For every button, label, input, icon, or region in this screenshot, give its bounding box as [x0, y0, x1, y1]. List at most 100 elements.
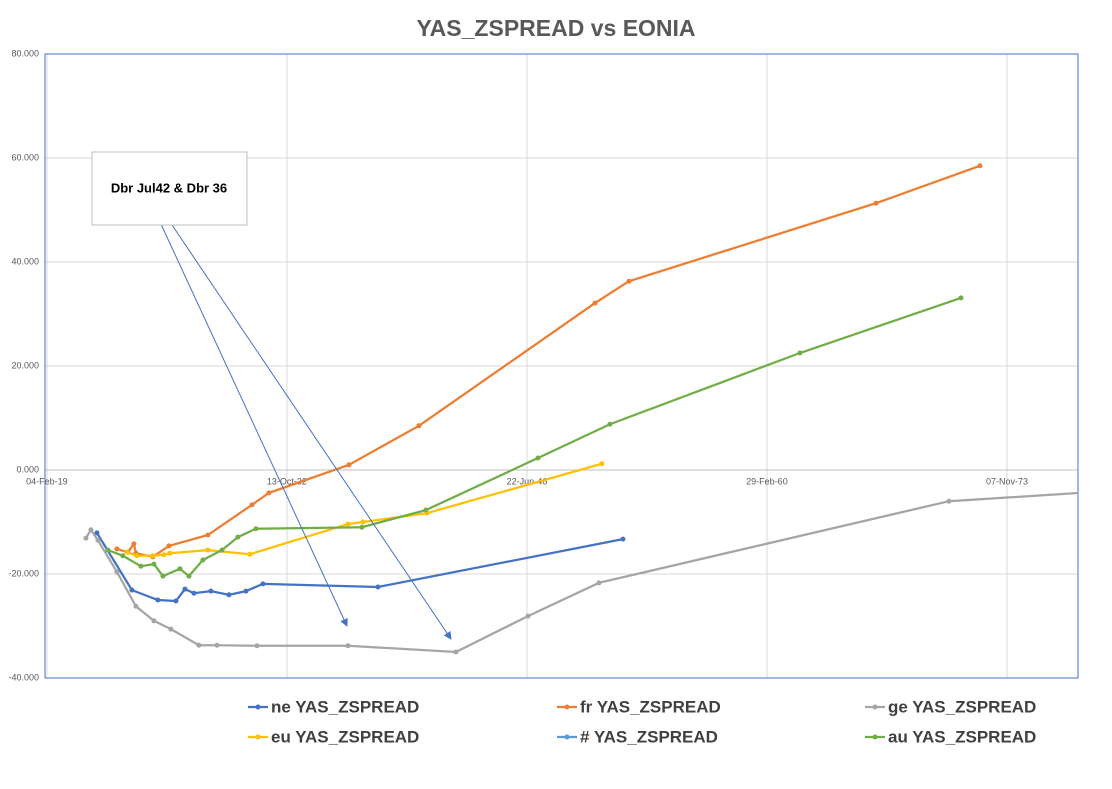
x-tick-label: 29-Feb-60 [746, 476, 788, 486]
point [375, 584, 381, 590]
y-tick-label: 20.000 [11, 360, 39, 370]
point [83, 535, 89, 541]
point [416, 423, 422, 429]
point [131, 541, 137, 547]
point [88, 527, 94, 533]
point [535, 455, 541, 461]
x-tick-label: 22-Jun-46 [507, 476, 548, 486]
point [423, 507, 429, 513]
y-tick-label: 40.000 [11, 256, 39, 266]
legend-marker [564, 704, 570, 710]
y-tick-label: 60.000 [11, 152, 39, 162]
point [345, 521, 351, 527]
legend-label: eu YAS_ZSPREAD [271, 727, 419, 746]
point [138, 563, 144, 569]
point [592, 300, 598, 306]
point [977, 163, 983, 169]
y-tick-label: -20.000 [8, 568, 39, 578]
point [200, 557, 206, 563]
y-tick-label: 0.000 [16, 464, 39, 474]
point [196, 642, 202, 648]
x-tick-label: 04-Feb-19 [26, 476, 68, 486]
point [346, 462, 352, 468]
point [1077, 491, 1078, 495]
series-line [84, 491, 1078, 654]
arrow [169, 221, 452, 640]
point [186, 573, 192, 579]
point [168, 626, 174, 632]
point [205, 547, 211, 553]
point [345, 643, 351, 649]
point [946, 498, 952, 504]
point [243, 588, 249, 594]
point [266, 490, 272, 496]
point [124, 549, 130, 555]
point [166, 543, 172, 549]
point [873, 200, 879, 206]
legend-marker [255, 704, 261, 710]
point [133, 603, 139, 609]
point [958, 295, 964, 301]
point [134, 553, 140, 559]
point [607, 421, 613, 427]
point [219, 547, 225, 553]
point [208, 588, 214, 594]
point [525, 613, 531, 619]
point [191, 590, 197, 596]
point [173, 598, 179, 604]
y-tick-label: -40.000 [8, 672, 39, 682]
series-line [95, 532, 624, 603]
point [151, 561, 157, 567]
point [626, 278, 632, 284]
annotation-text: Dbr Jul42 & Dbr 36 [111, 180, 227, 195]
point [150, 553, 156, 559]
point [205, 532, 211, 538]
point [214, 642, 220, 648]
point [620, 536, 626, 542]
annotation: Dbr Jul42 & Dbr 36 [91, 151, 452, 640]
plot-border [44, 53, 1079, 679]
point [105, 547, 111, 553]
annotation-box [91, 151, 248, 226]
point [167, 550, 173, 556]
point [253, 526, 259, 532]
point [235, 534, 241, 540]
x-tick-label: 07-Nov-73 [986, 476, 1028, 486]
point [247, 551, 253, 557]
point [260, 581, 266, 587]
point [160, 573, 166, 579]
legend-marker [564, 734, 570, 740]
point [95, 537, 101, 543]
point [254, 643, 260, 649]
legend-label: ge YAS_ZSPREAD [888, 697, 1036, 716]
point [151, 618, 157, 624]
point [797, 350, 803, 356]
point [114, 546, 120, 552]
point [453, 649, 459, 655]
point [599, 461, 605, 467]
point [177, 566, 183, 572]
point [129, 587, 135, 593]
legend-marker [255, 734, 261, 740]
y-tick-label: 80.000 [11, 48, 39, 58]
legend-label: ne YAS_ZSPREAD [271, 697, 419, 716]
legend-label: fr YAS_ZSPREAD [580, 697, 721, 716]
legend-marker [872, 704, 878, 710]
arrow [159, 221, 348, 627]
point [161, 552, 167, 558]
legend-label: au YAS_ZSPREAD [888, 727, 1036, 746]
point [120, 553, 126, 559]
x-tick-label: 13-Oct-32 [267, 476, 307, 486]
chart-title: YAS_ZSPREAD vs EONIA [416, 15, 695, 41]
legend-label: # YAS_ZSPREAD [580, 727, 718, 746]
point [359, 524, 365, 530]
point [155, 597, 161, 603]
point [360, 519, 366, 525]
point [249, 502, 255, 508]
point [114, 569, 120, 575]
legend-marker [872, 734, 878, 740]
point [226, 592, 232, 598]
point [182, 586, 188, 592]
